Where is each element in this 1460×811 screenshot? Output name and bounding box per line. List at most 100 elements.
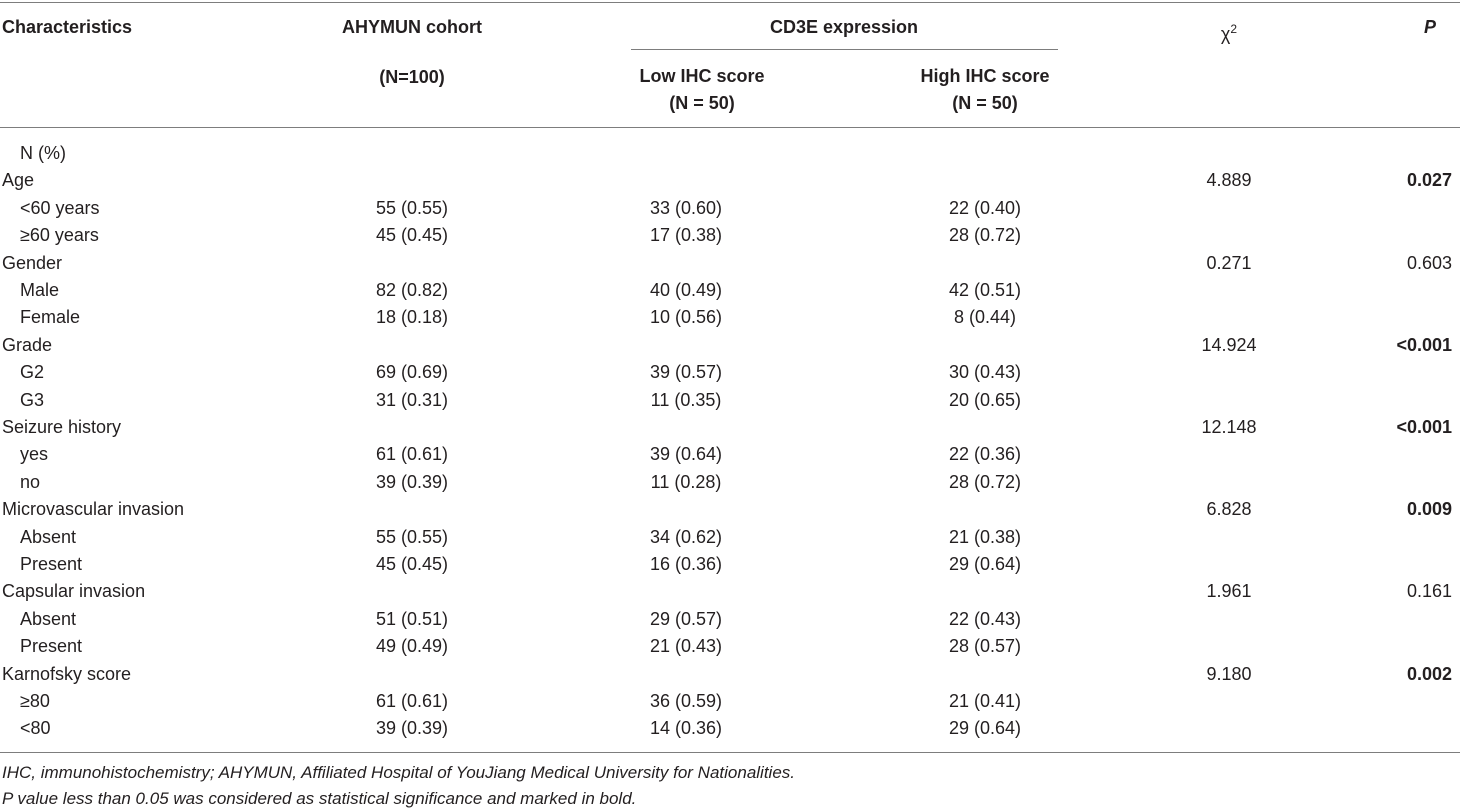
- cell-low-ihc: 11 (0.28): [650, 471, 722, 492]
- table-row: <80 39 (0.39) 14 (0.36) 29 (0.64): [0, 715, 1460, 742]
- cell-high-ihc: 21 (0.41): [948, 691, 1022, 711]
- table-row: ≥60 years 45 (0.45) 17 (0.38) 28 (0.72): [0, 222, 1460, 249]
- cell-low-ihc: 11 (0.35): [650, 389, 722, 410]
- row-label: ≥60 years: [20, 225, 99, 246]
- cell-cohort: 61 (0.61): [375, 444, 449, 465]
- cell-cohort: 82 (0.82): [375, 280, 449, 300]
- cell-chi-square: 6.828: [1206, 499, 1252, 520]
- header-low-ihc: Low IHC score (N = 50): [639, 63, 764, 117]
- table-row: Capsular invasion 1.961 0.161: [0, 578, 1460, 605]
- table-row: Gender 0.271 0.603: [0, 250, 1460, 277]
- cell-low-ihc: 21 (0.43): [649, 636, 723, 657]
- table-row: Female 18 (0.18) 10 (0.56) 8 (0.44): [0, 304, 1460, 331]
- cell-chi-square: 0.271: [1206, 252, 1252, 273]
- cell-high-ihc: 8 (0.44): [953, 307, 1017, 328]
- cell-high-ihc: 22 (0.43): [948, 608, 1022, 629]
- row-label: <60 years: [20, 197, 100, 218]
- row-label: Absent: [20, 526, 77, 547]
- table-header-rule: [0, 127, 1460, 128]
- cell-p-value: 0.027: [1406, 170, 1452, 191]
- cell-p-value: <0.001: [1396, 417, 1452, 437]
- cell-high-ihc: 42 (0.51): [948, 280, 1022, 300]
- cell-high-ihc: 21 (0.38): [948, 526, 1022, 547]
- cell-p-value: 0.161: [1406, 581, 1452, 602]
- row-label: Microvascular invasion: [2, 499, 185, 520]
- cell-chi-square: 1.961: [1206, 581, 1252, 602]
- header-cohort: AHYMUN cohort: [342, 17, 482, 37]
- cell-low-ihc: 29 (0.57): [649, 608, 723, 629]
- cell-cohort: 55 (0.55): [375, 197, 449, 218]
- cell-cohort: 31 (0.31): [375, 389, 449, 410]
- cell-high-ihc: 20 (0.65): [948, 389, 1022, 410]
- row-label: Present: [20, 554, 83, 574]
- cell-p-value: 0.603: [1406, 252, 1452, 273]
- header-chi-square: χ2: [1221, 18, 1237, 45]
- cell-high-ihc: 22 (0.40): [948, 197, 1022, 218]
- cell-cohort: 55 (0.55): [375, 526, 449, 547]
- table-row: G2 69 (0.69) 39 (0.57) 30 (0.43): [0, 359, 1460, 386]
- cell-low-ihc: 16 (0.36): [649, 554, 723, 574]
- header-high-line1: High IHC score: [920, 66, 1050, 86]
- table-row: Male 82 (0.82) 40 (0.49) 42 (0.51): [0, 277, 1460, 304]
- cell-low-ihc: 10 (0.56): [649, 307, 723, 328]
- header-high-ihc: High IHC score (N = 50): [920, 63, 1049, 117]
- chi-superscript: 2: [1230, 22, 1238, 36]
- footnote-significance: P value less than 0.05 was considered as…: [2, 789, 637, 808]
- cell-p-value: 0.009: [1406, 499, 1452, 520]
- row-label: G2: [20, 362, 45, 383]
- row-label: Female: [20, 307, 81, 328]
- cell-low-ihc: 39 (0.57): [649, 362, 723, 383]
- table-row: no 39 (0.39) 11 (0.28) 28 (0.72): [0, 469, 1460, 496]
- cell-cohort: 45 (0.45): [375, 225, 449, 246]
- header-cohort-n: (N=100): [379, 67, 445, 87]
- row-label: Grade: [2, 334, 53, 355]
- cell-cohort: 51 (0.51): [375, 608, 449, 629]
- cell-high-ihc: 29 (0.64): [948, 554, 1022, 574]
- row-label: yes: [20, 444, 49, 465]
- row-label: N (%): [20, 143, 66, 163]
- cell-chi-square: 14.924: [1201, 334, 1257, 355]
- table-bottom-rule: [0, 752, 1460, 753]
- row-label: Present: [20, 636, 83, 657]
- cell-low-ihc: 40 (0.49): [649, 280, 723, 300]
- cell-low-ihc: 17 (0.38): [649, 225, 723, 246]
- chi-symbol: χ: [1220, 24, 1231, 44]
- cell-high-ihc: 22 (0.36): [948, 444, 1022, 465]
- cell-cohort: 39 (0.39): [375, 471, 449, 492]
- table-row: Absent 51 (0.51) 29 (0.57) 22 (0.43): [0, 606, 1460, 633]
- table-row: ≥80 61 (0.61) 36 (0.59) 21 (0.41): [0, 688, 1460, 715]
- header-low-line2: (N = 50): [669, 93, 735, 113]
- row-label: Male: [20, 280, 60, 300]
- cell-high-ihc: 29 (0.64): [948, 718, 1022, 739]
- table-row: yes 61 (0.61) 39 (0.64) 22 (0.36): [0, 441, 1460, 468]
- row-label: Karnofsky score: [2, 663, 132, 684]
- table-row: Seizure history 12.148 <0.001: [0, 414, 1460, 441]
- table-row: Microvascular invasion 6.828 0.009: [0, 496, 1460, 523]
- row-label: G3: [20, 389, 45, 410]
- cell-high-ihc: 28 (0.57): [948, 636, 1022, 657]
- row-label: Seizure history: [2, 417, 122, 437]
- table-row: G3 31 (0.31) 11 (0.35) 20 (0.65): [0, 387, 1460, 414]
- cell-high-ihc: 30 (0.43): [948, 362, 1022, 383]
- cell-high-ihc: 28 (0.72): [948, 225, 1022, 246]
- cell-cohort: 49 (0.49): [375, 636, 449, 657]
- cell-low-ihc: 33 (0.60): [649, 197, 723, 218]
- header-low-line1: Low IHC score: [639, 66, 765, 86]
- cell-low-ihc: 34 (0.62): [649, 526, 723, 547]
- row-label: Age: [2, 170, 35, 191]
- header-cd3e-expression: CD3E expression: [769, 17, 919, 37]
- row-label: <80: [20, 718, 51, 739]
- cd3e-span-rule: [631, 49, 1058, 50]
- cell-low-ihc: 36 (0.59): [649, 691, 723, 711]
- table-row: N (%): [0, 140, 1460, 167]
- cell-cohort: 69 (0.69): [375, 362, 449, 383]
- cell-cohort: 39 (0.39): [375, 718, 449, 739]
- cell-cohort: 18 (0.18): [375, 307, 449, 328]
- table-top-rule: [0, 2, 1460, 3]
- row-label: ≥80: [20, 691, 50, 711]
- table-row: Present 49 (0.49) 21 (0.43) 28 (0.57): [0, 633, 1460, 660]
- table-row: <60 years 55 (0.55) 33 (0.60) 22 (0.40): [0, 195, 1460, 222]
- header-high-line2: (N = 50): [952, 93, 1018, 113]
- row-label: Capsular invasion: [2, 581, 146, 602]
- row-label: no: [20, 471, 41, 492]
